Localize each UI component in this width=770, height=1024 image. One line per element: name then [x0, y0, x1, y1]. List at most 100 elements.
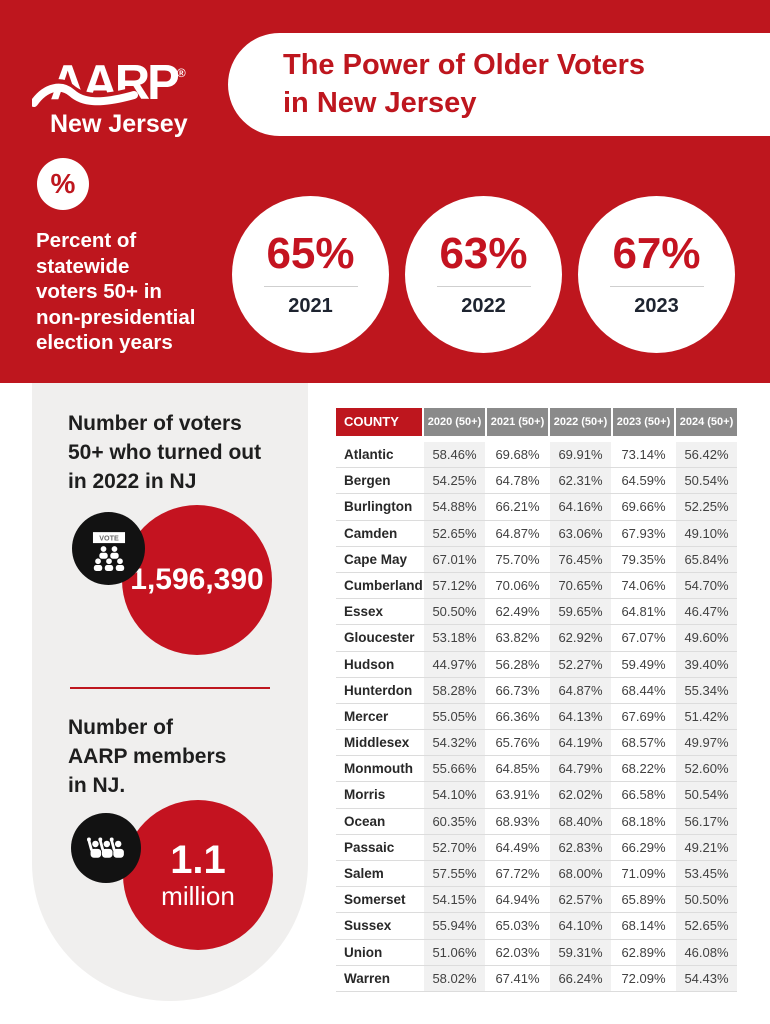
value-cell: 50.54%: [676, 782, 737, 808]
table-row: Camden 52.65% 64.87% 63.06% 67.93% 49.10…: [336, 520, 737, 547]
table-row: Cumberland 57.12% 70.06% 70.65% 74.06% 5…: [336, 572, 737, 600]
value-cell: 66.58%: [621, 787, 666, 803]
value-cell: 64.49%: [495, 839, 540, 855]
registered-mark: ®: [176, 66, 186, 80]
county-cell: Union: [336, 939, 422, 965]
value-cell: 71.09%: [621, 866, 666, 881]
value-cell: 62.49%: [495, 604, 540, 620]
value-cell: 66.36%: [495, 708, 540, 724]
table-body: Atlantic 58.46% 69.68% 69.91% 73.14% 56.…: [336, 442, 737, 992]
table-row: Hudson 44.97% 56.28% 52.27% 59.49% 39.40…: [336, 651, 737, 678]
value-cell: 68.93%: [495, 813, 540, 829]
value-cell: 46.08%: [676, 939, 737, 965]
value-cell: 52.65%: [424, 520, 485, 546]
value-cell: 64.87%: [495, 525, 540, 541]
value-cell: 64.78%: [495, 473, 540, 489]
turnout-value: 65%: [266, 229, 355, 278]
county-cell: Morris: [336, 782, 422, 808]
value-cell: 52.27%: [550, 651, 611, 677]
table-row: Passaic 52.70% 64.49% 62.83% 66.29% 49.2…: [336, 834, 737, 861]
table-row: Warren 58.02% 67.41% 66.24% 72.09% 54.43…: [336, 965, 737, 992]
voters-count: 1,596,390: [130, 563, 264, 596]
divider: [263, 286, 358, 287]
value-cell: 64.13%: [550, 703, 611, 730]
value-cell: 67.69%: [621, 708, 666, 724]
value-cell: 50.50%: [676, 887, 737, 913]
column-header-2020: 2020 (50+): [424, 408, 485, 436]
table-row: Ocean 60.35% 68.93% 68.40% 68.18% 56.17%: [336, 808, 737, 835]
value-cell: 59.49%: [621, 656, 666, 672]
vote-podium-icon: VOTE: [72, 512, 145, 585]
turnout-circle-2023: 67% 2023: [578, 196, 735, 353]
value-cell: 68.18%: [621, 813, 666, 829]
heading-line: in 2022 in NJ: [68, 470, 197, 493]
value-cell: 56.17%: [676, 808, 737, 834]
turnout-year: 2022: [461, 295, 506, 317]
value-cell: 54.43%: [676, 965, 737, 991]
svg-text:VOTE: VOTE: [99, 534, 119, 542]
percent-symbol: %: [50, 168, 76, 199]
county-cell: Gloucester: [336, 625, 422, 651]
value-cell: 56.28%: [495, 656, 540, 672]
value-cell: 58.28%: [424, 677, 485, 703]
caption-line: election years: [36, 331, 173, 354]
value-cell: 56.42%: [676, 442, 737, 468]
value-cell: 51.06%: [424, 939, 485, 965]
value-cell: 58.02%: [424, 965, 485, 991]
turnout-year: 2021: [288, 295, 333, 317]
value-cell: 62.02%: [550, 782, 611, 808]
value-cell: 68.00%: [550, 861, 611, 887]
column-header-2022: 2022 (50+): [550, 408, 611, 436]
county-cell: Hunterdon: [336, 677, 422, 703]
value-cell: 46.47%: [676, 599, 737, 625]
heading-line: Number of: [68, 716, 173, 739]
value-cell: 62.31%: [550, 468, 611, 494]
column-header-county: COUNTY: [336, 408, 422, 436]
members-count-unit: million: [161, 880, 235, 911]
value-cell: 62.89%: [621, 944, 666, 960]
heading-line: Number of voters: [68, 412, 242, 435]
turnout-circle-2021: 65% 2021: [232, 196, 389, 353]
value-cell: 54.10%: [424, 782, 485, 808]
caption-line: Percent of: [36, 229, 137, 252]
turnout-caption: Percent of statewide voters 50+ in non-p…: [36, 228, 195, 356]
value-cell: 53.45%: [676, 861, 737, 887]
county-cell: Ocean: [336, 808, 422, 834]
county-cell: Somerset: [336, 887, 422, 913]
value-cell: 54.88%: [424, 494, 485, 520]
value-cell: 51.42%: [676, 703, 737, 730]
caption-line: voters 50+ in: [36, 280, 162, 303]
value-cell: 65.84%: [676, 546, 737, 572]
divider: [436, 286, 531, 287]
county-cell: Bergen: [336, 468, 422, 494]
column-header-2021: 2021 (50+): [487, 408, 548, 436]
percent-badge: %: [37, 158, 89, 210]
heading-line: 50+ who turned out: [68, 441, 262, 464]
left-panel-card: Number of voters 50+ who turned out in 2…: [32, 383, 308, 1001]
table-row: Sussex 55.94% 65.03% 64.10% 68.14% 52.65…: [336, 913, 737, 940]
value-cell: 79.35%: [621, 551, 666, 567]
value-cell: 54.32%: [424, 730, 485, 756]
table-row: Middlesex 54.32% 65.76% 64.19% 68.57% 49…: [336, 730, 737, 757]
value-cell: 64.94%: [495, 892, 540, 908]
value-cell: 69.91%: [550, 442, 611, 468]
value-cell: 64.87%: [550, 677, 611, 703]
value-cell: 62.57%: [550, 887, 611, 913]
value-cell: 64.85%: [495, 761, 540, 777]
turnout-value: 63%: [439, 229, 528, 278]
value-cell: 52.70%: [424, 834, 485, 860]
value-cell: 54.15%: [424, 887, 485, 913]
table-row: Gloucester 53.18% 63.82% 62.92% 67.07% 4…: [336, 625, 737, 652]
value-cell: 75.70%: [495, 551, 540, 567]
value-cell: 64.16%: [550, 494, 611, 520]
value-cell: 50.50%: [424, 599, 485, 625]
county-cell: Salem: [336, 861, 422, 887]
divider: [609, 286, 704, 287]
county-cell: Monmouth: [336, 756, 422, 782]
value-cell: 66.73%: [495, 682, 540, 698]
value-cell: 67.93%: [621, 525, 666, 541]
turnout-year: 2023: [634, 295, 679, 317]
value-cell: 58.46%: [424, 442, 485, 468]
value-cell: 67.41%: [495, 970, 540, 986]
